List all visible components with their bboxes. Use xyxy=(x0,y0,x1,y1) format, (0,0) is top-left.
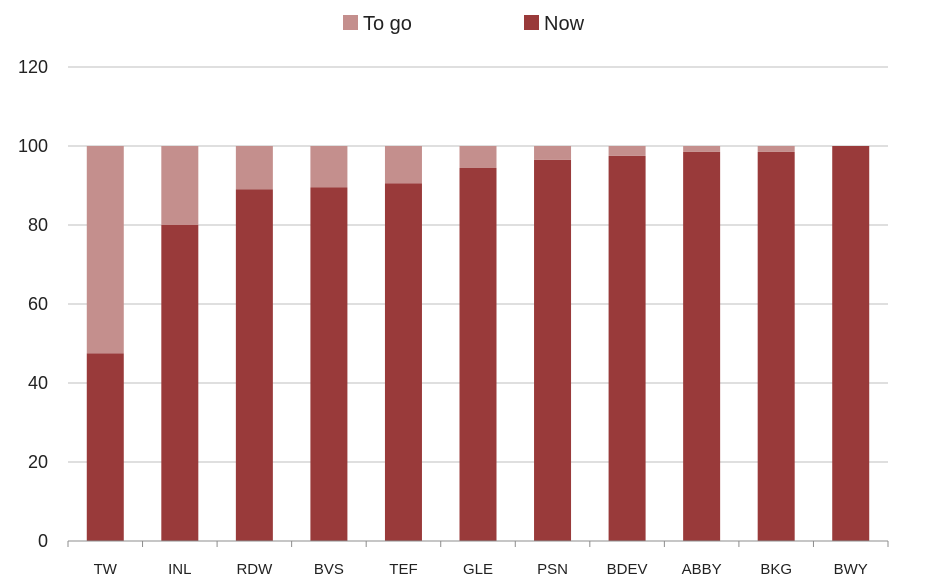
x-tick-label: ABBY xyxy=(682,561,722,578)
x-tick-label: INL xyxy=(168,561,191,578)
x-tick-label: TW xyxy=(94,561,118,578)
x-axis: TW INL RDW BVS TEF GLE PSN BDEV ABBY BKG BWY xyxy=(67,540,889,578)
bar-to-go-gle xyxy=(459,146,497,168)
bar-now-gle xyxy=(459,167,497,541)
bar-to-go-bdev xyxy=(608,146,646,156)
bar-now-tw xyxy=(86,353,124,541)
x-tick-label: PSN xyxy=(537,561,568,578)
y-tick-label: 0 xyxy=(38,531,48,551)
x-tick-label: RDW xyxy=(236,561,273,578)
legend-swatch-now xyxy=(524,15,539,30)
legend-label-now: Now xyxy=(544,13,585,35)
bar-now-bwy xyxy=(832,146,870,541)
y-tick-label: 60 xyxy=(28,294,48,314)
legend-label-to-go: To go xyxy=(363,13,412,35)
bar-now-bvs xyxy=(310,187,348,541)
bar-now-bkg xyxy=(757,151,795,542)
bar-to-go-abby xyxy=(683,146,721,152)
x-tick-label: BKG xyxy=(760,561,792,578)
bar-to-go-bkg xyxy=(757,146,795,152)
bar-now-inl xyxy=(161,225,199,541)
bar-to-go-rdw xyxy=(235,146,273,190)
x-tick-label: TEF xyxy=(389,561,417,578)
bar-now-bdev xyxy=(608,155,646,541)
bars xyxy=(86,146,870,542)
bar-now-rdw xyxy=(235,189,273,541)
bar-to-go-psn xyxy=(534,146,572,160)
bar-now-abby xyxy=(683,151,721,542)
y-tick-label: 100 xyxy=(18,136,48,156)
y-axis-tick-labels: 0 20 40 60 80 100 120 xyxy=(18,57,48,551)
bar-to-go-tef xyxy=(384,146,422,184)
bar-to-go-bvs xyxy=(310,146,348,188)
y-tick-label: 120 xyxy=(18,57,48,77)
x-tick-label: GLE xyxy=(463,561,493,578)
bar-now-tef xyxy=(384,183,422,541)
bar-now-psn xyxy=(534,159,572,541)
x-tick-label: BWY xyxy=(834,561,868,578)
legend: To go Now xyxy=(343,13,585,35)
bar-to-go-inl xyxy=(161,146,199,225)
bar-to-go-tw xyxy=(86,146,124,354)
y-tick-label: 40 xyxy=(28,373,48,393)
x-tick-label: BDEV xyxy=(607,561,648,578)
y-tick-label: 20 xyxy=(28,452,48,472)
legend-swatch-to-go xyxy=(343,15,358,30)
y-tick-label: 80 xyxy=(28,215,48,235)
x-tick-label: BVS xyxy=(314,561,344,578)
